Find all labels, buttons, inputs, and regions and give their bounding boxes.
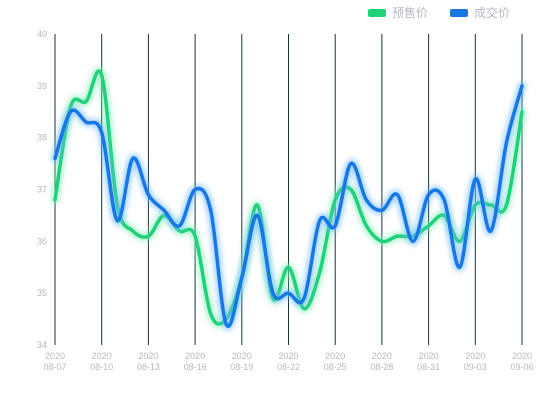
series-deal-line <box>53 84 524 328</box>
series-deal-point <box>443 199 445 201</box>
series-deal-point <box>272 292 274 294</box>
series-deal-point <box>505 142 507 144</box>
series-deal-point <box>287 292 289 294</box>
series-presale-point <box>350 188 352 190</box>
x-tick-year: 2020 <box>232 351 252 361</box>
chart-legend: 预售价 成交价 <box>346 4 510 21</box>
x-tick-year: 2020 <box>278 351 298 361</box>
series-presale-point <box>209 313 211 315</box>
series-deal-point <box>303 297 305 299</box>
series-deal-point <box>225 323 227 325</box>
x-tick-date: 08-13 <box>137 362 160 372</box>
x-tick-date: 08-16 <box>184 362 207 372</box>
series-deal-group <box>50 81 527 331</box>
x-tick-year: 2020 <box>419 351 439 361</box>
series-presale-point <box>334 199 336 201</box>
series-presale-point <box>396 235 398 237</box>
series-presale-point <box>287 266 289 268</box>
y-tick-label: 37 <box>37 185 47 195</box>
y-axis: 34 35 36 37 38 39 40 <box>37 29 47 350</box>
series-presale-point <box>54 199 56 201</box>
series-presale-point <box>318 271 320 273</box>
series-deal-point <box>474 178 476 180</box>
legend-label-presale: 预售价 <box>391 6 428 20</box>
series-presale-point <box>303 308 305 310</box>
series-deal-point <box>256 214 258 216</box>
legend-item-deal[interactable]: 成交价 <box>449 4 510 21</box>
x-tick-date: 08-25 <box>324 362 347 372</box>
series-presale-point <box>505 204 507 206</box>
series-presale-point <box>85 100 87 102</box>
series-deal-point <box>178 225 180 227</box>
series-deal-point <box>459 266 461 268</box>
series-deal-point <box>412 240 414 242</box>
legend-label-deal: 成交价 <box>473 6 510 20</box>
series-deal-point <box>85 121 87 123</box>
x-tick-date: 09-06 <box>510 362 533 372</box>
series-deal-point <box>241 276 243 278</box>
series-deal-point <box>54 157 56 159</box>
x-tick-date: 08-19 <box>230 362 253 372</box>
y-tick-label: 38 <box>37 133 47 143</box>
series-deal-point <box>132 157 134 159</box>
y-tick-label: 35 <box>37 288 47 298</box>
series-deal-point <box>116 219 118 221</box>
series-presale-point <box>427 225 429 227</box>
series-deal-point <box>209 209 211 211</box>
series-deal-point <box>101 131 103 133</box>
series-deal-point <box>69 111 71 113</box>
series-deal-point <box>318 219 320 221</box>
legend-swatch-presale <box>367 8 386 17</box>
series-presale-point <box>132 230 134 232</box>
x-tick-year: 2020 <box>185 351 205 361</box>
x-tick-date: 09-03 <box>464 362 487 372</box>
series-deal-point <box>396 193 398 195</box>
x-tick-date: 08-28 <box>370 362 393 372</box>
series-deal-point <box>147 193 149 195</box>
series-deal-point <box>427 193 429 195</box>
series-deal-point <box>521 85 523 87</box>
series-deal-point <box>163 209 165 211</box>
series-deal-point <box>350 162 352 164</box>
x-axis: 202008-07202008-10202008-13202008-162020… <box>43 351 533 372</box>
x-tick-year: 2020 <box>138 351 158 361</box>
x-tick-year: 2020 <box>512 351 532 361</box>
x-tick-date: 08-10 <box>90 362 113 372</box>
x-tick-year: 2020 <box>372 351 392 361</box>
x-tick-date: 08-31 <box>417 362 440 372</box>
y-tick-label: 34 <box>37 340 47 350</box>
series-presale-point <box>101 74 103 76</box>
series-presale-point <box>194 235 196 237</box>
y-tick-label: 39 <box>37 81 47 91</box>
x-tick-year: 2020 <box>92 351 112 361</box>
y-tick-label: 36 <box>37 236 47 246</box>
x-tick-date: 08-07 <box>43 362 66 372</box>
x-tick-year: 2020 <box>325 351 345 361</box>
series-deal-point <box>194 188 196 190</box>
series-presale-point <box>459 240 461 242</box>
series-deal-point <box>365 199 367 201</box>
series-presale-point <box>381 240 383 242</box>
series-presale-point <box>365 225 367 227</box>
legend-swatch-deal <box>449 8 468 17</box>
x-tick-year: 2020 <box>465 351 485 361</box>
series-presale-point <box>256 204 258 206</box>
series-deal-point <box>381 209 383 211</box>
series-presale-point <box>521 111 523 113</box>
x-tick-year: 2020 <box>45 351 65 361</box>
series-deal-point <box>334 225 336 227</box>
y-tick-label: 40 <box>37 29 47 39</box>
series-deal-point <box>490 230 492 232</box>
series-presale-point <box>490 204 492 206</box>
series-presale-point <box>147 235 149 237</box>
x-tick-date: 08-22 <box>277 362 300 372</box>
legend-item-presale[interactable]: 预售价 <box>367 4 428 21</box>
